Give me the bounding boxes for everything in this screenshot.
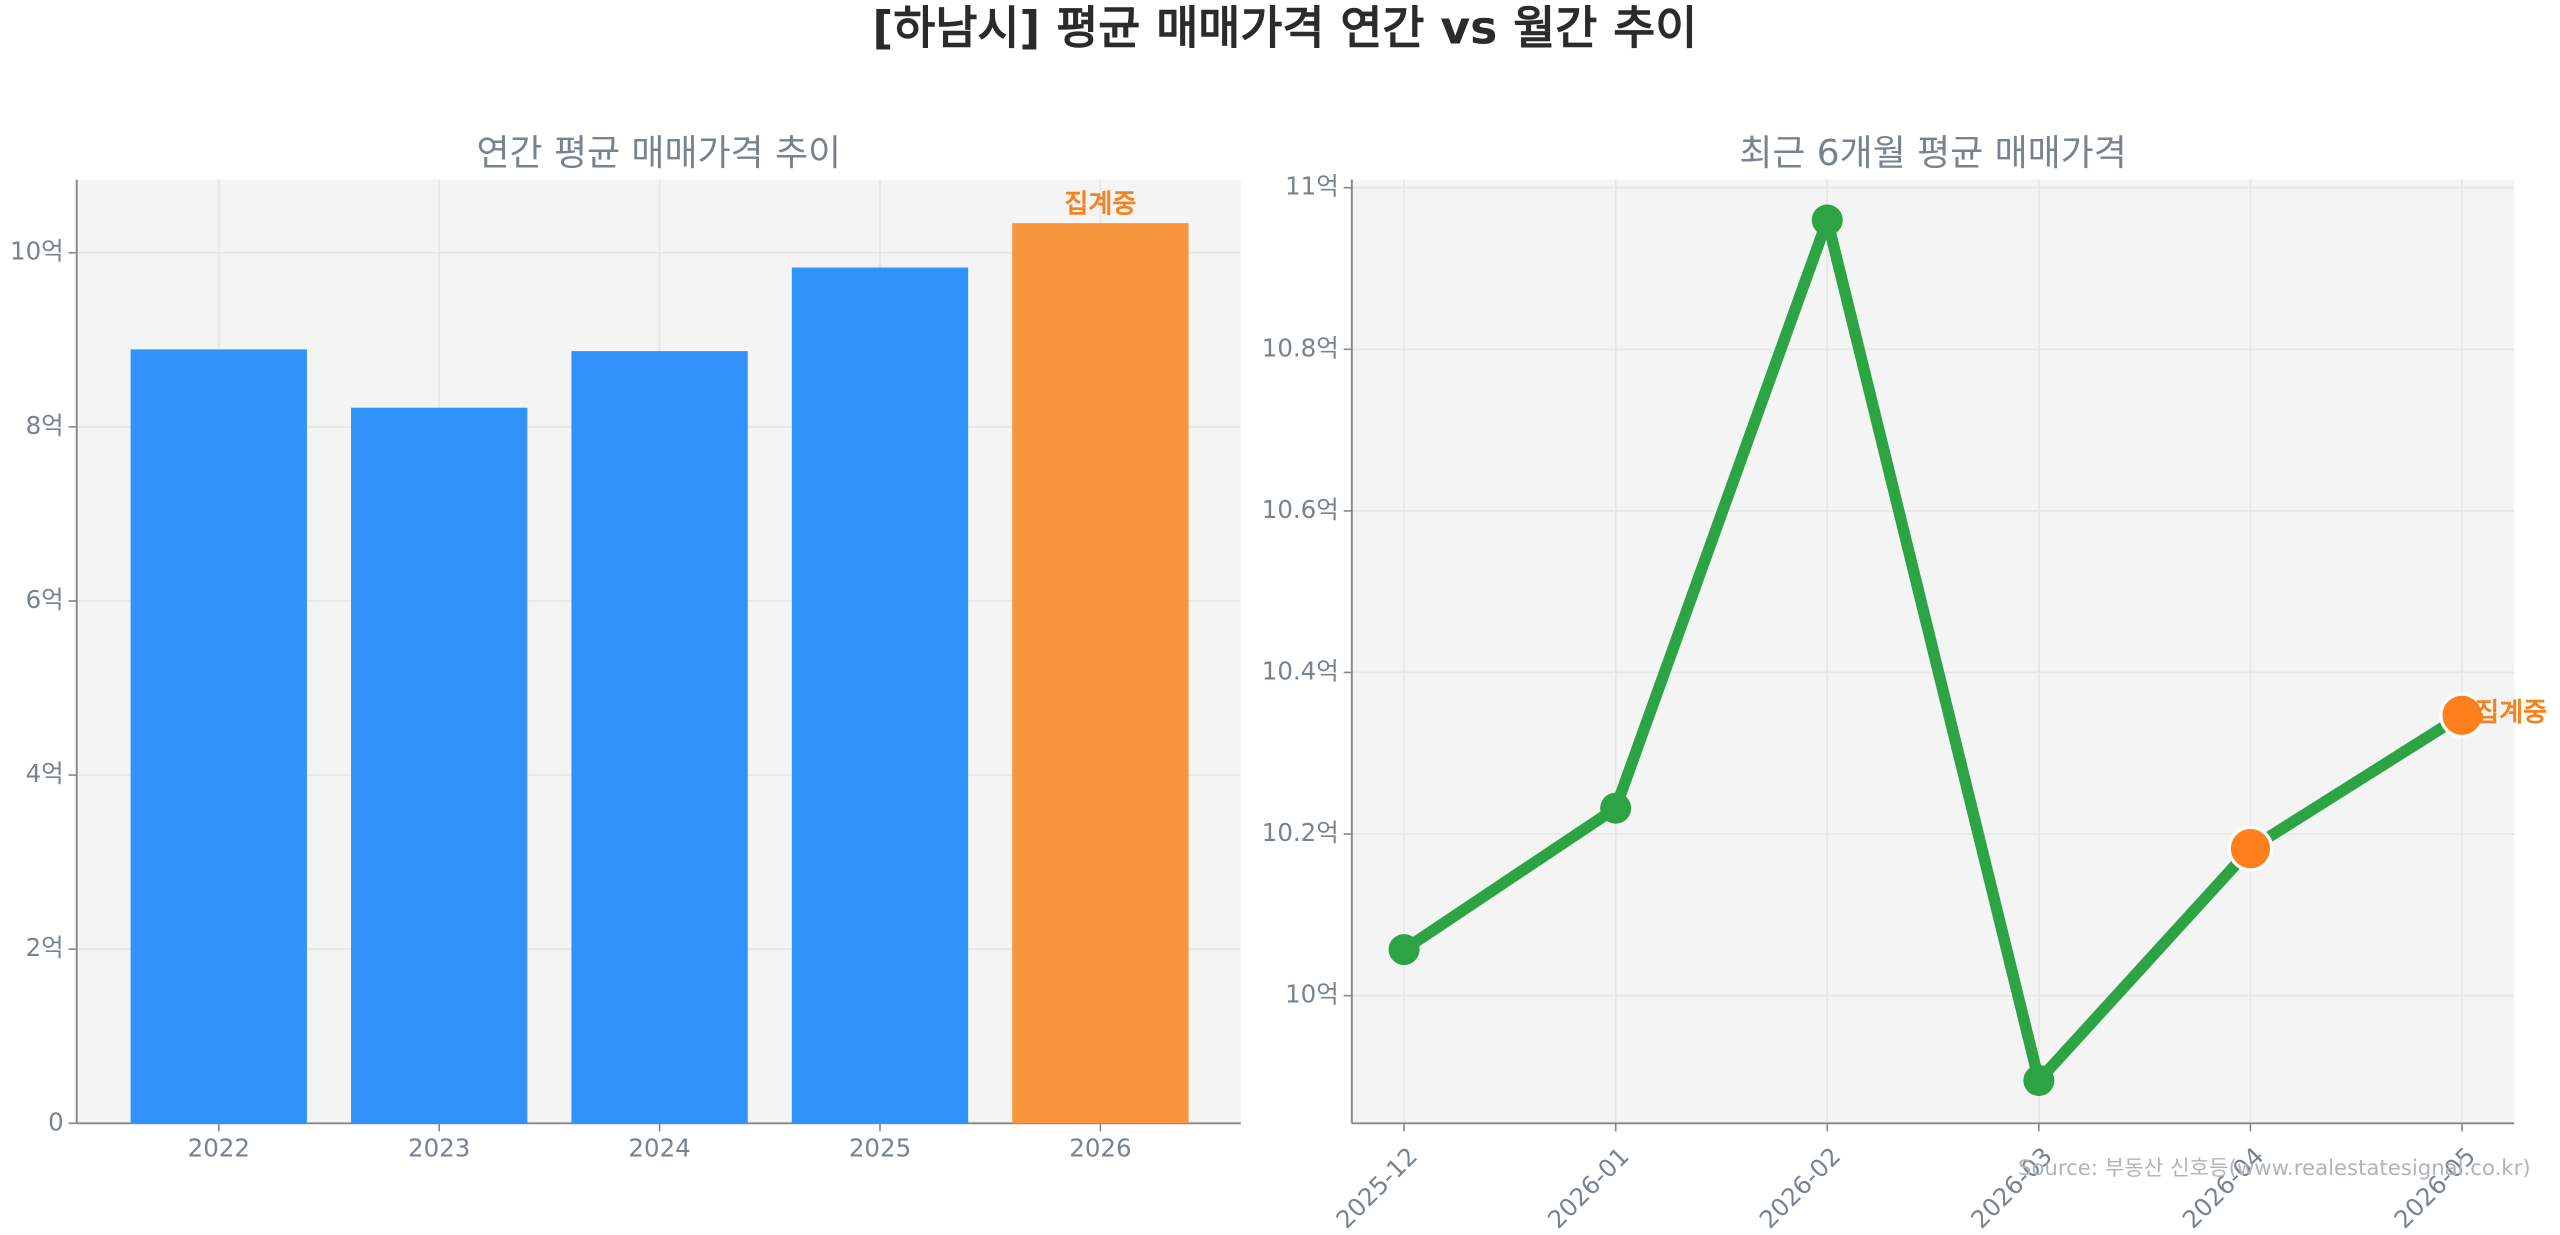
y-tick-label: 11억 — [1285, 172, 1339, 201]
y-tick-label: 10.2억 — [1262, 818, 1339, 847]
bar — [1012, 223, 1189, 1124]
panel-title: 연간 평균 매매가격 추이 — [476, 133, 841, 174]
x-tick-label: 2026-01 — [1542, 1141, 1635, 1234]
y-tick-label: 10.4억 — [1262, 656, 1339, 685]
y-tick-label: 4억 — [26, 759, 64, 788]
source-note: Source: 부동산 신호등(www.realestatesignal.co.… — [2018, 1156, 2531, 1181]
x-tick-label: 2025 — [849, 1133, 911, 1162]
y-tick-label: 6억 — [26, 585, 64, 614]
x-tick-label: 2023 — [408, 1133, 470, 1162]
x-tick-label: 2025-12 — [1330, 1141, 1423, 1234]
line-marker — [1811, 204, 1843, 236]
bar — [351, 407, 528, 1124]
figure-title: [하남시] 평균 매매가격 연간 vs 월간 추이 — [872, 2, 1697, 55]
y-tick-label: 2억 — [26, 933, 64, 962]
line-marker — [1600, 792, 1632, 824]
panel-title: 최근 6개월 평균 매매가격 — [1739, 133, 2126, 174]
x-tick-label: 2026-02 — [1753, 1141, 1846, 1234]
bar-annotation: 집계중 — [1064, 190, 1136, 220]
y-tick-label: 10.8억 — [1262, 333, 1339, 362]
y-tick-label: 8억 — [26, 411, 64, 440]
line-marker — [1388, 934, 1420, 966]
line-marker — [2023, 1064, 2055, 1096]
y-tick-label: 10.6억 — [1262, 495, 1339, 524]
bar — [130, 349, 307, 1124]
y-tick-label: 0 — [48, 1107, 64, 1136]
line-marker — [2439, 692, 2485, 739]
y-tick-label: 10억 — [10, 237, 64, 266]
bar — [791, 267, 969, 1124]
line-annotation: 집계중 — [2475, 698, 2547, 728]
x-tick-label: 2026 — [1069, 1133, 1131, 1162]
line-marker — [2227, 825, 2274, 872]
line — [1400, 214, 2466, 1087]
x-tick-label: 2022 — [188, 1133, 250, 1162]
y-tick-label: 10억 — [1285, 980, 1339, 1009]
bar — [571, 351, 748, 1124]
x-tick-label: 2024 — [628, 1133, 690, 1162]
